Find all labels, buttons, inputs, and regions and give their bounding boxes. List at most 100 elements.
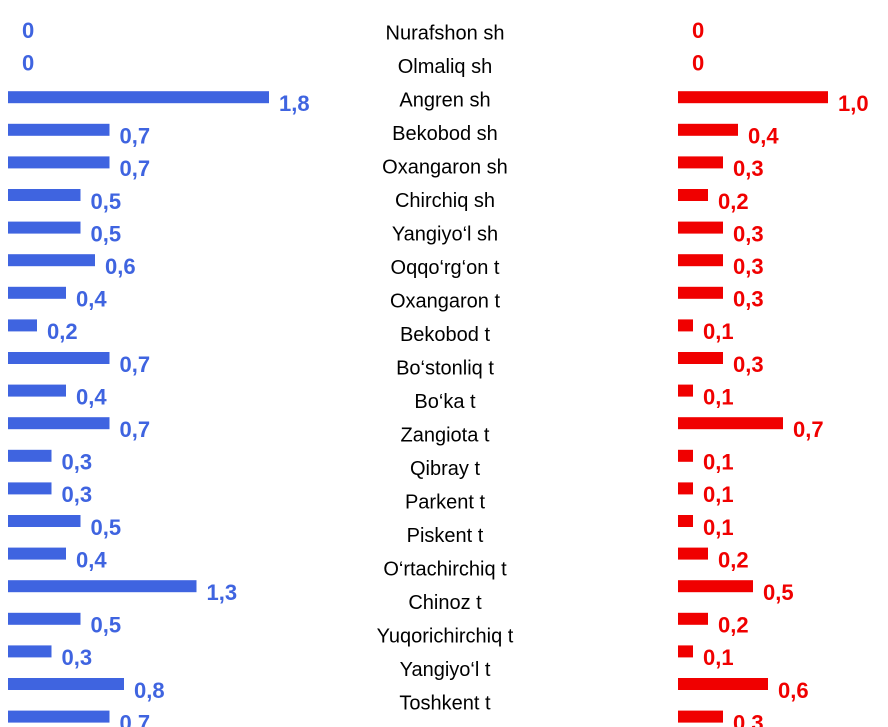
value-label: 0,3 bbox=[733, 254, 764, 279]
category-label: Parkent t bbox=[405, 491, 485, 513]
value-label: 1,0 bbox=[838, 91, 869, 116]
bar bbox=[678, 580, 753, 593]
value-label: 1,8 bbox=[279, 91, 310, 116]
category-label: Yangiyo‘l t bbox=[400, 659, 491, 681]
value-label: 0,5 bbox=[91, 189, 122, 214]
value-label: 0,2 bbox=[718, 189, 749, 214]
bar bbox=[8, 710, 110, 723]
value-label: 0,2 bbox=[718, 547, 749, 572]
category-label: Bo‘ka t bbox=[414, 391, 476, 413]
value-label: 0,5 bbox=[91, 613, 122, 638]
bar bbox=[678, 678, 768, 690]
category-label: Chinoz t bbox=[408, 592, 482, 614]
category-label: Olmaliq sh bbox=[398, 56, 492, 78]
bar bbox=[8, 286, 66, 299]
value-label: 0,4 bbox=[76, 547, 107, 572]
bar bbox=[678, 254, 723, 267]
value-label: 0,4 bbox=[76, 287, 107, 312]
bar bbox=[678, 482, 693, 495]
value-label: 0,3 bbox=[62, 450, 93, 475]
category-label: Chirchiq sh bbox=[395, 190, 495, 212]
value-label: 0,7 bbox=[120, 710, 151, 727]
value-label: 0 bbox=[692, 18, 704, 43]
bar bbox=[8, 449, 52, 462]
bar bbox=[8, 189, 81, 201]
value-label: 0,7 bbox=[120, 124, 151, 149]
bar bbox=[8, 319, 37, 332]
bar bbox=[678, 91, 828, 104]
bar bbox=[678, 547, 708, 560]
category-label: Nurafshon sh bbox=[386, 22, 505, 44]
bar bbox=[8, 156, 110, 169]
category-label: O‘rtachirchiq t bbox=[383, 558, 507, 580]
category-label: Qibray t bbox=[410, 458, 480, 480]
category-label: Bo‘stonliq t bbox=[396, 357, 494, 379]
value-label: 1,3 bbox=[207, 580, 238, 605]
bar bbox=[8, 482, 52, 495]
value-label: 0,3 bbox=[733, 710, 764, 727]
bar bbox=[8, 254, 95, 267]
value-label: 0,1 bbox=[703, 319, 734, 344]
value-label: 0 bbox=[692, 50, 704, 75]
value-label: 0 bbox=[22, 18, 34, 43]
category-label: Yangiyo‘l sh bbox=[392, 223, 498, 245]
bar bbox=[8, 221, 81, 234]
bar bbox=[678, 612, 708, 625]
value-label: 0 bbox=[22, 50, 34, 75]
bar bbox=[8, 515, 81, 527]
bar bbox=[8, 547, 66, 560]
bar bbox=[678, 123, 738, 136]
bar bbox=[678, 645, 693, 658]
value-label: 0,1 bbox=[703, 645, 734, 670]
category-label: Bekobod t bbox=[400, 324, 491, 346]
bar bbox=[8, 580, 197, 593]
bar bbox=[678, 384, 693, 397]
value-label: 0,5 bbox=[91, 515, 122, 540]
category-label: Toshkent t bbox=[399, 692, 491, 714]
bar bbox=[678, 221, 723, 234]
category-label: Zangiota t bbox=[401, 424, 490, 446]
category-label: Bekobod sh bbox=[392, 123, 498, 145]
category-label: Oxangaron t bbox=[390, 290, 501, 312]
bar bbox=[678, 189, 708, 201]
value-label: 0,5 bbox=[91, 221, 122, 246]
value-label: 0,4 bbox=[76, 384, 107, 409]
value-label: 0,1 bbox=[703, 384, 734, 409]
bar bbox=[678, 286, 723, 299]
value-label: 0,2 bbox=[47, 319, 78, 344]
bar bbox=[8, 123, 110, 136]
bar bbox=[678, 319, 693, 332]
bar bbox=[678, 710, 723, 723]
bar bbox=[8, 91, 269, 104]
value-label: 0,7 bbox=[120, 417, 151, 442]
bar bbox=[8, 645, 52, 658]
value-label: 0,8 bbox=[134, 678, 165, 703]
value-label: 0,1 bbox=[703, 515, 734, 540]
category-label: Piskent t bbox=[407, 525, 484, 547]
value-label: 0,1 bbox=[703, 450, 734, 475]
value-label: 0,3 bbox=[62, 482, 93, 507]
value-label: 0,3 bbox=[733, 156, 764, 181]
value-label: 0,6 bbox=[105, 254, 136, 279]
value-label: 0,4 bbox=[748, 124, 779, 149]
bar bbox=[8, 352, 110, 364]
value-label: 0,7 bbox=[120, 352, 151, 377]
value-label: 0,3 bbox=[733, 221, 764, 246]
category-label: Yuqorichirchiq t bbox=[377, 625, 514, 647]
bar bbox=[8, 612, 81, 625]
bar bbox=[678, 515, 693, 527]
value-label: 0,3 bbox=[733, 352, 764, 377]
value-label: 0,6 bbox=[778, 678, 809, 703]
value-label: 0,7 bbox=[793, 417, 824, 442]
bar bbox=[8, 384, 66, 397]
bar bbox=[8, 417, 110, 430]
value-label: 0,2 bbox=[718, 613, 749, 638]
value-label: 0,1 bbox=[703, 482, 734, 507]
value-label: 0,3 bbox=[62, 645, 93, 670]
bar bbox=[678, 352, 723, 364]
category-label: Oxangaron sh bbox=[382, 156, 508, 178]
category-label: Angren sh bbox=[399, 89, 490, 111]
value-label: 0,5 bbox=[763, 580, 794, 605]
bar bbox=[678, 449, 693, 462]
